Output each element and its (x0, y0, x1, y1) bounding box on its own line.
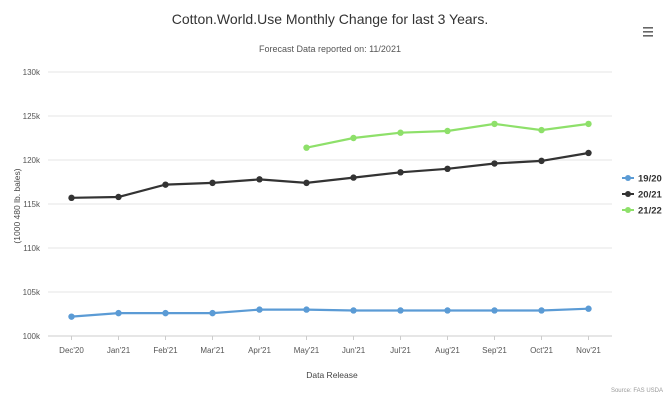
data-point[interactable] (256, 306, 263, 313)
x-tick-label: May'21 (294, 346, 320, 355)
data-point[interactable] (585, 149, 592, 157)
x-tick-label: Dec'20 (59, 346, 84, 355)
chart-subtitle: Forecast Data reported on: 11/2021 (259, 44, 401, 54)
data-point[interactable] (303, 179, 310, 187)
x-axis-ticks: Dec'20 Jan'21 Feb'21 Mar'21 Apr'21 May'21 Jun'… (59, 336, 601, 355)
data-point[interactable] (68, 194, 75, 202)
legend-symbol-marker (625, 207, 631, 213)
legend: 19/20 20/21 21/22 (622, 174, 662, 217)
series-line (306, 122, 589, 149)
x-tick-label: Jul'21 (390, 346, 411, 355)
x-tick-label: Nov'21 (576, 346, 601, 355)
data-point[interactable] (444, 307, 451, 314)
data-point[interactable] (585, 120, 592, 128)
hamburger-menu-icon[interactable] (643, 27, 653, 37)
data-point[interactable] (162, 181, 169, 188)
x-tick-label: Jun'21 (342, 346, 366, 355)
series-line (71, 151, 589, 199)
x-tick-label: Jan'21 (107, 346, 131, 355)
legend-label: 19/20 (638, 174, 662, 185)
data-point[interactable] (444, 165, 451, 172)
x-tick-label: Feb'21 (153, 346, 178, 355)
y-tick-label: 130k (23, 68, 41, 77)
y-tick-label: 110k (23, 244, 41, 253)
x-tick-label: Sep'21 (482, 346, 507, 355)
grid-lines (48, 71, 612, 337)
legend-symbol-marker (625, 175, 631, 181)
credits[interactable]: Source: FAS USDA (611, 388, 663, 394)
legend-label: 20/21 (638, 190, 662, 201)
series-layer (68, 120, 592, 320)
data-point[interactable] (209, 179, 216, 187)
chart-title: Cotton.World.Use Monthly Change for last… (172, 11, 488, 27)
data-point[interactable] (585, 305, 592, 312)
y-tick-label: 125k (23, 112, 41, 121)
data-point[interactable] (444, 127, 451, 135)
data-point[interactable] (491, 160, 498, 167)
data-point[interactable] (162, 309, 169, 317)
data-point[interactable] (350, 174, 357, 181)
data-point[interactable] (303, 306, 310, 313)
data-point[interactable] (397, 129, 404, 136)
y-tick-label: 100k (23, 332, 41, 341)
legend-label: 21/22 (638, 206, 662, 217)
data-point[interactable] (538, 126, 545, 134)
series-line (71, 307, 589, 318)
data-point[interactable] (209, 309, 216, 317)
y-tick-label: 105k (23, 288, 41, 297)
data-point[interactable] (256, 176, 263, 183)
y-tick-label: 115k (23, 200, 41, 209)
x-tick-label: Aug'21 (435, 346, 460, 355)
y-tick-label: 120k (23, 156, 41, 165)
data-point[interactable] (303, 144, 310, 151)
series-21-22[interactable] (303, 120, 592, 151)
data-point[interactable] (68, 313, 75, 320)
data-point[interactable] (115, 309, 122, 317)
data-point[interactable] (397, 169, 404, 176)
legend-symbol-marker (625, 191, 631, 197)
x-tick-label: Oct'21 (530, 346, 553, 355)
x-tick-label: Apr'21 (248, 346, 271, 355)
data-point[interactable] (491, 307, 498, 314)
legend-item[interactable]: 21/22 (622, 206, 662, 217)
legend-item[interactable]: 19/20 (622, 174, 662, 185)
data-point[interactable] (115, 193, 122, 201)
data-point[interactable] (350, 307, 357, 314)
x-axis-label: Data Release (306, 370, 358, 380)
data-point[interactable] (397, 307, 404, 314)
data-point[interactable] (491, 120, 498, 128)
data-point[interactable] (538, 157, 545, 165)
data-point[interactable] (538, 307, 545, 314)
series-20-21[interactable] (68, 149, 592, 202)
y-axis-ticks: 100k 105k 110k 115k 120k 125k 130k (23, 68, 41, 341)
y-axis-label: (1000 480 lb. bales) (12, 168, 22, 243)
legend-item[interactable]: 20/21 (622, 190, 662, 201)
series-19-20[interactable] (68, 305, 592, 320)
data-point[interactable] (350, 134, 357, 142)
x-tick-label: Mar'21 (200, 346, 225, 355)
